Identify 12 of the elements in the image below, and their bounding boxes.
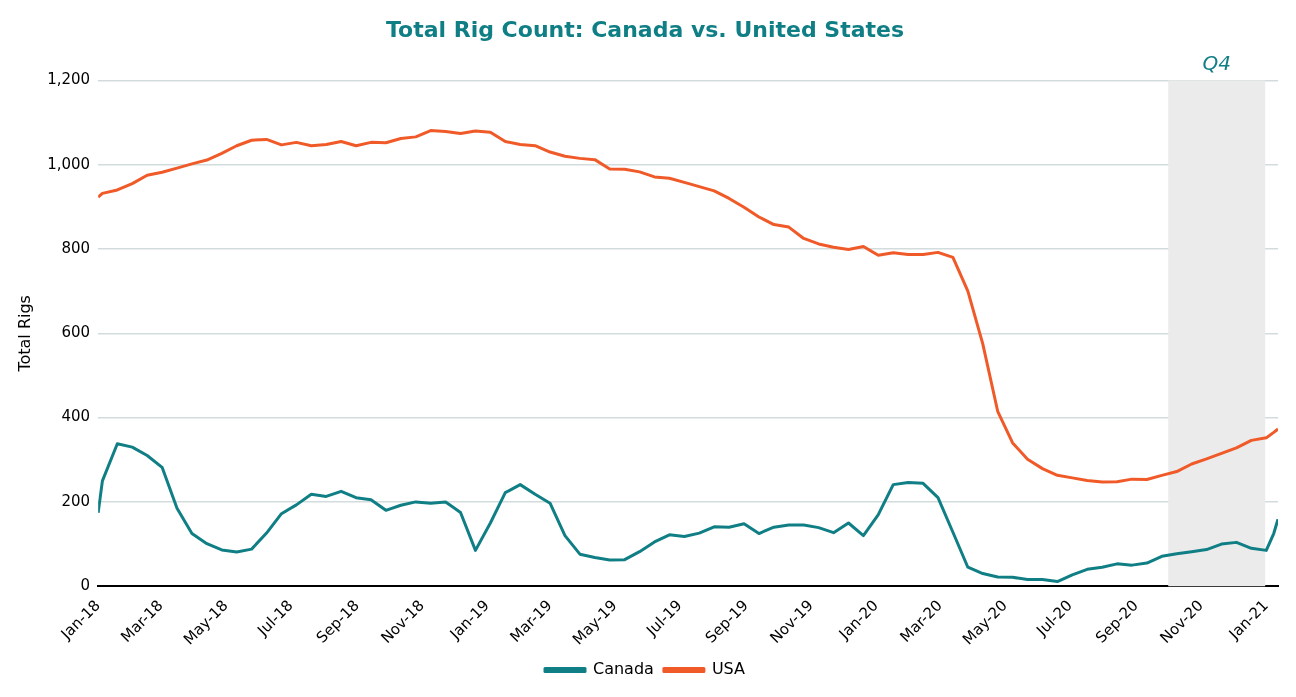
y-tick-label: 200: [61, 491, 91, 510]
legend-label: USA: [711, 659, 746, 679]
y-tick-label: 1,000: [47, 154, 91, 173]
band-label: Q4: [1202, 50, 1231, 75]
y-tick-label: 0: [80, 576, 91, 595]
legend-label: Canada: [593, 659, 654, 679]
y-tick-label: 800: [61, 238, 91, 257]
y-axis-title: Total Rigs: [14, 295, 34, 373]
y-tick-label: 1,200: [47, 70, 91, 89]
y-tick-label: 600: [61, 323, 91, 342]
chart-title: Total Rig Count: Canada vs. United States: [385, 16, 905, 42]
y-tick-label: 400: [61, 407, 91, 426]
